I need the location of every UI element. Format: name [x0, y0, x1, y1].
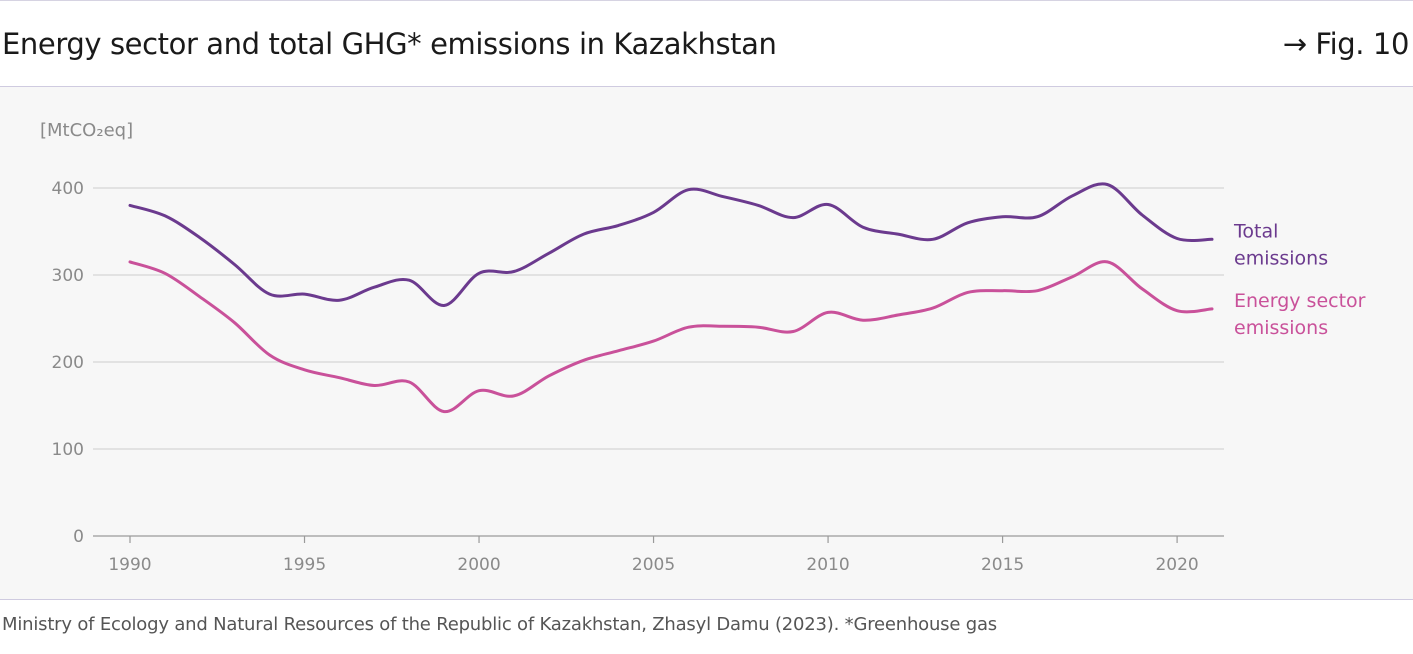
- chart-title: Energy sector and total GHG* emissions i…: [2, 27, 777, 61]
- header: Energy sector and total GHG* emissions i…: [0, 1, 1413, 86]
- x-tick-label: 2010: [806, 555, 849, 575]
- energy-sector-emissions-label: emissions: [1234, 317, 1328, 339]
- total-emissions-line: [128, 182, 1214, 307]
- series-labels: Total emissions Energy sector emissions: [1233, 220, 1366, 339]
- x-tick-label: 2015: [981, 555, 1024, 575]
- x-tick-labels: 1990 1995 2000 2005 2010 2015 2020: [108, 555, 1198, 575]
- x-tick-label: 2000: [457, 555, 500, 575]
- y-tick-label: 100: [52, 440, 84, 460]
- total-emissions-label: Total: [1233, 220, 1278, 242]
- y-tick-label: 200: [52, 353, 84, 373]
- series-lines: [128, 182, 1214, 414]
- x-tick-label: 1995: [283, 555, 326, 575]
- y-tick-label: 300: [52, 266, 84, 286]
- y-tick-label: 0: [73, 527, 84, 547]
- y-axis-unit: [MtCO₂eq]: [40, 120, 133, 141]
- x-tick-label: 2005: [632, 555, 675, 575]
- top-rule: [0, 0, 1413, 1]
- energy-sector-emissions-line: [128, 260, 1214, 414]
- total-emissions-label: emissions: [1234, 247, 1328, 269]
- line-chart: [MtCO₂eq] 0 100 200 300 400 1990 1995 2000 2005…: [40, 120, 1366, 575]
- chart-panel: [MtCO₂eq] 0 100 200 300 400 1990 1995 2000 2005…: [0, 86, 1413, 600]
- y-tick-label: 400: [52, 179, 84, 199]
- y-tick-labels: 0 100 200 300 400: [52, 179, 84, 547]
- x-tick-label: 2020: [1155, 555, 1198, 575]
- gridlines: [93, 187, 1224, 543]
- x-tick-label: 1990: [108, 555, 151, 575]
- energy-sector-emissions-label: Energy sector: [1234, 290, 1366, 312]
- figure-label: → Fig. 10: [1282, 27, 1410, 61]
- source-note: Ministry of Ecology and Natural Resource…: [2, 614, 997, 635]
